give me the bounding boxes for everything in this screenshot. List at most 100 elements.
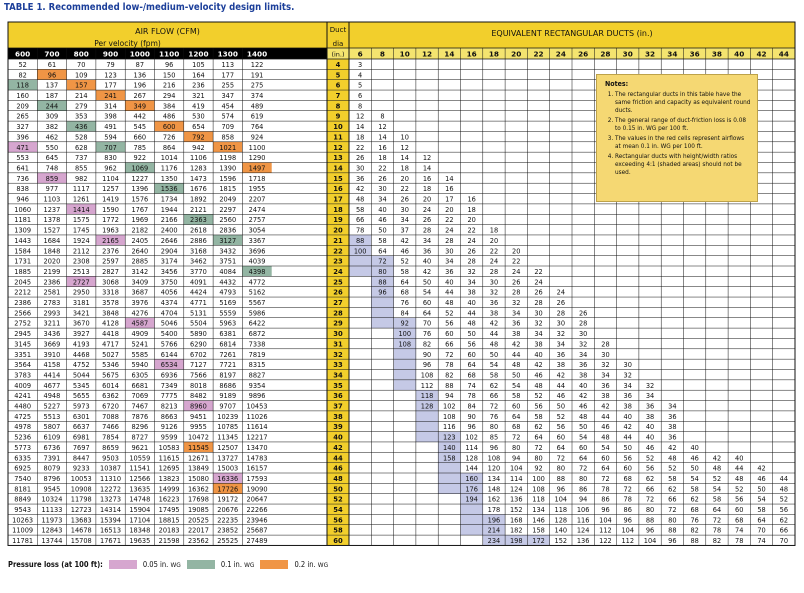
duct-dia-value: 33 [333, 361, 343, 369]
equiv-cell: 60 [467, 351, 475, 359]
shaded-cell [349, 266, 372, 277]
equiv-cell: 80 [378, 268, 386, 276]
equiv-cell: 176 [465, 485, 478, 493]
cfm-cell: 267 [134, 92, 147, 100]
shaded-cell [482, 514, 506, 525]
equiv-cell: 108 [532, 485, 545, 493]
equiv-cell: 60 [557, 434, 565, 442]
equiv-cell: 74 [467, 382, 475, 390]
cfm-cell: 5655 [73, 392, 90, 400]
shaded-cell [460, 493, 483, 505]
equiv-cell: 124 [510, 485, 523, 493]
duct-dia-cell [327, 214, 349, 225]
equiv-cell: 46 [534, 371, 542, 379]
equiv-cell: 66 [780, 527, 788, 535]
equiv-cell: 64 [534, 434, 542, 442]
duct-dia-value: 14 [333, 164, 343, 172]
cfm-cell: 3687 [131, 289, 148, 297]
shaded-cell [371, 266, 394, 277]
equiv-cell: 60 [735, 506, 743, 514]
highlight-cell [95, 90, 126, 101]
equiv-cell: 96 [378, 289, 386, 297]
cfm-cell: 2363 [190, 216, 207, 224]
shaded-cell [371, 276, 394, 287]
equiv-cell: 128 [465, 454, 478, 462]
cfm-cell: 19172 [217, 496, 238, 504]
cfm-cell: 191 [251, 71, 264, 79]
highlight-cell [242, 266, 272, 277]
cfm-cell: 11614 [247, 423, 268, 431]
cfm-cell: 3054 [249, 227, 266, 235]
equiv-cell: 56 [735, 496, 743, 504]
cfm-cell: 1955 [249, 185, 266, 193]
cfm-cell: 3976 [131, 299, 148, 307]
cfm-cell: 858 [221, 133, 234, 141]
equiv-cell: 32 [557, 330, 565, 338]
equiv-cell: 80 [646, 506, 654, 514]
cfm-cell: 859 [46, 175, 59, 183]
cfm-cell: 660 [134, 133, 147, 141]
equiv-cell: 46 [601, 423, 609, 431]
cfm-cell: 11009 [12, 527, 33, 535]
cfm-cell: 645 [46, 154, 59, 162]
cfm-cell: 157 [75, 82, 88, 90]
equiv-cell: 22 [534, 268, 542, 276]
cfm-cell: 3669 [44, 340, 61, 348]
shaded-cell [371, 255, 394, 266]
duct-dia-value: 13 [333, 154, 343, 162]
duct-dia-cell [327, 297, 349, 308]
cfm-cell: 785 [134, 144, 147, 152]
cfm-cell: 6362 [102, 392, 119, 400]
equiv-cell: 32 [624, 371, 632, 379]
equiv-cell: 38 [557, 361, 565, 369]
equiv-cell: 46 [690, 454, 698, 462]
equiv-cell: 34 [624, 382, 632, 390]
equiv-cell: 118 [532, 496, 545, 504]
equiv-cell: 28 [467, 258, 475, 266]
cfm-cell: 1473 [190, 175, 207, 183]
cfm-cell: 1944 [161, 206, 178, 214]
equiv-cell: 66 [445, 340, 453, 348]
duct-dia-cell [327, 504, 349, 515]
cfm-cell: 2513 [73, 268, 90, 276]
duct-dia-cell [327, 328, 349, 339]
cfm-cell: 641 [16, 164, 29, 172]
cfm-cell: 113 [221, 61, 234, 69]
cfm-cell: 5766 [161, 340, 178, 348]
equiv-cell: 36 [579, 361, 587, 369]
highlight-cell [66, 203, 96, 215]
equiv-cell: 30 [557, 320, 565, 328]
cfm-cell: 19635 [129, 537, 150, 545]
cfm-cell: 25687 [247, 527, 268, 535]
equiv-cell: 56 [557, 423, 565, 431]
equiv-cell: 100 [398, 330, 411, 338]
cfm-cell: 16513 [100, 527, 121, 535]
equiv-cell: 72 [624, 485, 632, 493]
equiv-cell: 28 [445, 237, 453, 245]
cfm-cell: 491 [104, 123, 117, 131]
duct-dia-value: 17 [333, 196, 343, 204]
equiv-cell: 30 [356, 164, 364, 172]
cfm-cell: 4704 [161, 309, 178, 317]
cfm-cell: 982 [75, 175, 88, 183]
cfm-cell: 1596 [219, 175, 236, 183]
equiv-cell: 48 [780, 485, 788, 493]
equiv-cell: 10 [401, 133, 409, 141]
equiv-cell: 68 [624, 475, 632, 483]
cfm-cell: 1014 [161, 154, 178, 162]
equiv-cell: 96 [624, 516, 632, 524]
legend-swatch-green [186, 560, 215, 569]
equiv-cell: 38 [490, 309, 498, 317]
duct-dia-cell [327, 473, 349, 484]
duct-dia-cell [327, 255, 349, 266]
duct-dia-value: 52 [333, 496, 343, 504]
equiv-cell: 92 [534, 465, 542, 473]
equiv-cell: 136 [510, 496, 523, 504]
equiv-cell: 36 [512, 320, 520, 328]
equiv-cell: 24 [445, 227, 453, 235]
cfm-cell: 830 [104, 154, 117, 162]
duct-dia-value: 35 [333, 382, 343, 390]
cfm-cell: 347 [221, 92, 234, 100]
cfm-cell: 594 [104, 133, 117, 141]
equiv-cell: 72 [445, 351, 453, 359]
